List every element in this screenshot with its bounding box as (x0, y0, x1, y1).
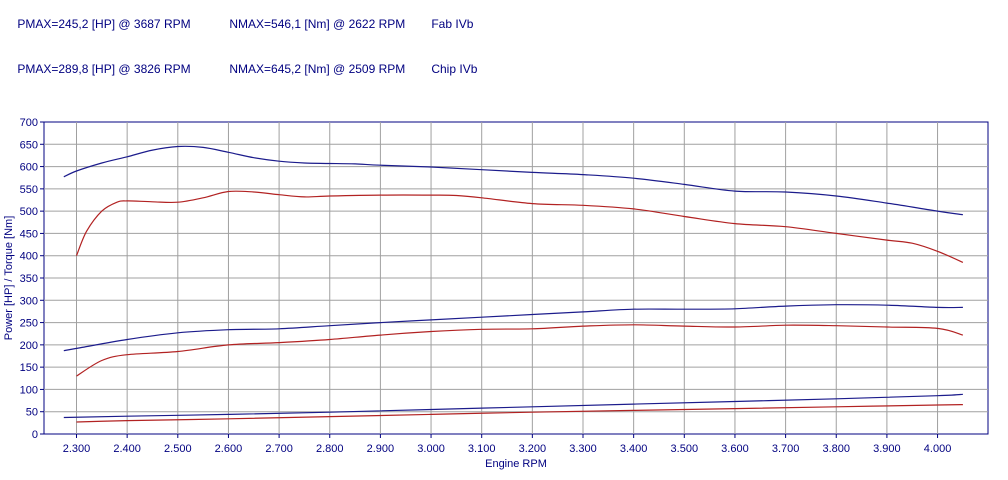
series-layer (63, 145, 964, 423)
chip-loss-line (63, 393, 963, 419)
x-tick-label: 2.300 (63, 443, 91, 455)
x-tick-label: 3.100 (468, 443, 496, 455)
chart-header: PMAX=245,2 [HP] @ 3687 RPM NMAX=546,1 [Nm… (4, 2, 477, 92)
nmax-fab: NMAX=546,1 [Nm] @ 2622 RPM (229, 17, 406, 31)
label-fab: Fab IVb (431, 17, 474, 31)
y-tick-label: 350 (20, 273, 38, 285)
x-tick-label: 3.300 (569, 443, 597, 455)
x-tick-label: 3.200 (519, 443, 547, 455)
nmax-chip: NMAX=645,2 [Nm] @ 2509 RPM (229, 62, 406, 76)
y-tick-label: 650 (20, 139, 38, 151)
y-tick-label: 450 (20, 228, 38, 240)
x-tick-label: 3.900 (873, 443, 901, 455)
x-tick-label: 2.700 (265, 443, 293, 455)
x-tick-label: 3.600 (721, 443, 749, 455)
y-tick-label: 150 (20, 362, 38, 374)
y-tick-label: 250 (20, 318, 38, 330)
x-tick-label: 3.000 (417, 443, 445, 455)
pmax-fab: PMAX=245,2 [HP] @ 3687 RPM (17, 17, 191, 31)
x-tick-label: 2.600 (215, 443, 243, 455)
x-tick-label: 3.500 (671, 443, 699, 455)
chip-power-line (63, 304, 963, 352)
y-tick-label: 700 (20, 117, 38, 129)
y-tick-label: 400 (20, 251, 38, 263)
y-tick-label: 550 (20, 184, 38, 196)
x-tick-label: 3.700 (772, 443, 800, 455)
header-row-fab: PMAX=245,2 [HP] @ 3687 RPM NMAX=546,1 [Nm… (4, 2, 477, 47)
y-tick-label: 100 (20, 384, 38, 396)
y-tick-label: 50 (26, 407, 38, 419)
x-tick-label: 2.500 (164, 443, 192, 455)
y-tick-label: 500 (20, 206, 38, 218)
x-tick-label: 2.800 (316, 443, 344, 455)
label-chip: Chip IVb (431, 62, 478, 76)
fab-loss-line (76, 404, 963, 423)
y-tick-label: 0 (32, 429, 38, 441)
x-axis-label: Engine RPM (485, 458, 547, 470)
x-tick-label: 3.800 (822, 443, 850, 455)
pmax-chip: PMAX=289,8 [HP] @ 3826 RPM (17, 62, 191, 76)
x-tick-label: 2.900 (367, 443, 395, 455)
fab-torque-line (75, 190, 964, 263)
axes: 0 50 100 150 200 250 300 350 400 450 500 550 600 650 7… (20, 117, 952, 455)
y-tick-label: 300 (20, 295, 38, 307)
y-tick-label: 200 (20, 340, 38, 352)
y-axis-label: Power [HP] / Torque [Nm] (3, 216, 15, 341)
x-tick-label: 2.400 (113, 443, 141, 455)
y-tick-label: 600 (20, 162, 38, 174)
chip-torque-line (63, 145, 963, 216)
x-tick-label: 4.000 (924, 443, 952, 455)
x-tick-label: 3.400 (620, 443, 648, 455)
fab-power-line (76, 324, 964, 377)
grid (43, 121, 989, 435)
header-row-chip: PMAX=289,8 [HP] @ 3826 RPM NMAX=645,2 [Nm… (4, 47, 477, 92)
